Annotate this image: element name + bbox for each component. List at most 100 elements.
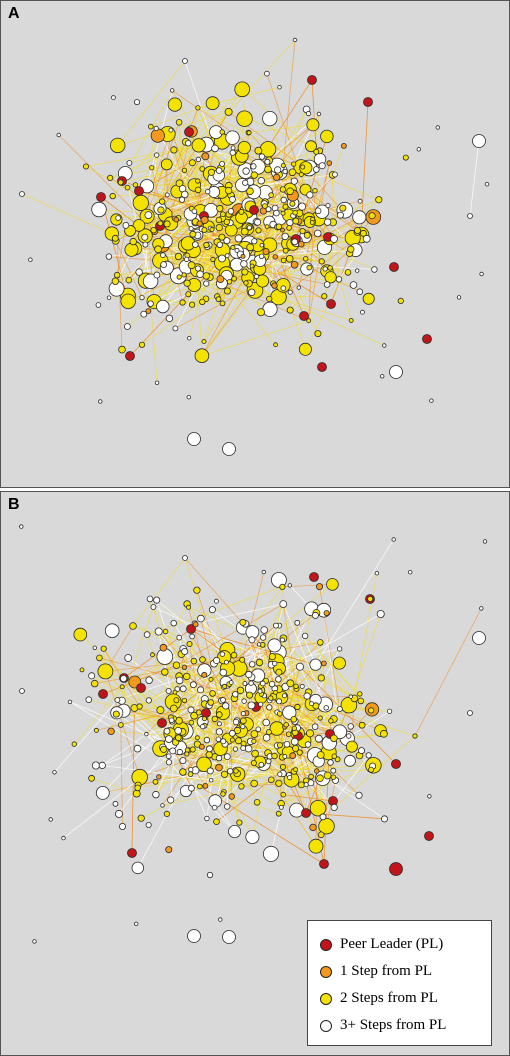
step2-node	[161, 668, 169, 676]
step2-node	[207, 699, 215, 706]
step3plus-node	[95, 302, 102, 308]
step3plus-node	[133, 921, 139, 926]
step2-node	[211, 715, 218, 723]
step2-node	[88, 774, 95, 782]
network-edge	[58, 134, 155, 232]
step2-node	[199, 166, 206, 172]
step3plus-node	[247, 288, 256, 296]
step3plus-node	[258, 701, 264, 707]
step2-node	[220, 791, 226, 797]
step3plus-node	[242, 167, 250, 175]
step3plus-node	[322, 266, 328, 272]
step2-node	[250, 171, 258, 179]
step2-node	[148, 123, 154, 130]
step3plus-node	[229, 149, 236, 156]
step2-node	[283, 721, 289, 728]
step2-node	[124, 184, 131, 191]
step1-node	[165, 846, 173, 854]
step3plus-node	[289, 802, 305, 818]
network-edge	[117, 60, 186, 146]
step3plus-node	[211, 144, 219, 153]
step3plus-node	[222, 442, 236, 456]
network-edge	[137, 739, 208, 869]
step3plus-node	[164, 192, 170, 198]
step2-node	[124, 242, 139, 257]
step2-node	[293, 767, 299, 773]
step3plus-node	[215, 167, 223, 174]
step2-node	[318, 818, 335, 835]
step3plus-node	[386, 708, 393, 714]
step3plus-node	[122, 221, 130, 229]
step2-node	[216, 711, 223, 718]
step3plus-node	[391, 537, 396, 542]
network-edge	[282, 586, 298, 729]
step2-node	[187, 771, 194, 777]
step2-node	[97, 663, 114, 680]
network-edge	[304, 635, 373, 710]
step2-node	[93, 727, 99, 733]
step2-node	[306, 264, 313, 271]
step2-node	[79, 667, 85, 673]
network-edge	[201, 320, 309, 357]
step2-node	[160, 745, 168, 753]
step1-node	[202, 782, 209, 789]
step3plus-node	[19, 524, 24, 529]
step3plus-node	[143, 631, 151, 638]
legend-item-peer-leader: Peer Leader (PL)	[320, 931, 491, 958]
step2-node	[238, 783, 245, 790]
step1-node	[173, 216, 179, 223]
step3plus-node	[330, 235, 338, 243]
step2-node	[327, 265, 333, 271]
step2-node	[300, 164, 306, 170]
network-edge	[221, 283, 309, 322]
step3plus-node	[195, 156, 201, 162]
step3plus-node	[199, 723, 206, 730]
step2-node	[111, 234, 119, 242]
step2-node	[234, 81, 251, 98]
step2-node	[229, 737, 235, 743]
step2-node	[162, 628, 169, 635]
step2-node	[231, 275, 237, 282]
step3plus-node	[191, 208, 198, 215]
step1-node	[262, 247, 270, 255]
step2-node	[317, 831, 325, 839]
step3plus-node	[188, 766, 194, 773]
peer-leader-node	[326, 299, 336, 309]
step2-node	[186, 640, 193, 647]
step2-node	[353, 226, 361, 234]
step1-node	[200, 215, 209, 224]
step3plus-node	[254, 218, 262, 226]
network-edge	[102, 765, 212, 781]
step3plus-node	[189, 681, 197, 689]
step3plus-node	[153, 152, 160, 158]
step2-node	[290, 716, 298, 723]
network-edge	[248, 124, 313, 133]
step1-node	[201, 671, 208, 678]
step2-node	[323, 771, 332, 780]
network-edge	[91, 675, 183, 733]
step3plus-node	[389, 365, 403, 379]
step2-node	[224, 107, 233, 116]
step2-node	[331, 753, 338, 760]
step2-node	[276, 742, 283, 749]
step3plus-node	[197, 686, 205, 694]
step2-node	[246, 243, 255, 252]
step3plus-node	[250, 163, 257, 170]
step2-node	[109, 192, 116, 200]
step3plus-node	[281, 232, 289, 241]
peer-leader-node	[98, 689, 108, 699]
step2-node	[367, 595, 374, 602]
step3plus-node	[111, 95, 116, 100]
peer-leader-node	[317, 362, 327, 372]
step3plus-node	[301, 632, 309, 640]
step3plus-node	[85, 696, 93, 704]
peer-leader-node	[307, 75, 317, 85]
step3plus-node	[251, 238, 258, 245]
step3plus-node	[227, 208, 235, 215]
step2-node	[201, 338, 207, 344]
step2-node	[237, 141, 251, 155]
step2-node	[268, 653, 276, 661]
step3plus-node	[104, 623, 120, 639]
step3plus-node	[208, 606, 216, 614]
